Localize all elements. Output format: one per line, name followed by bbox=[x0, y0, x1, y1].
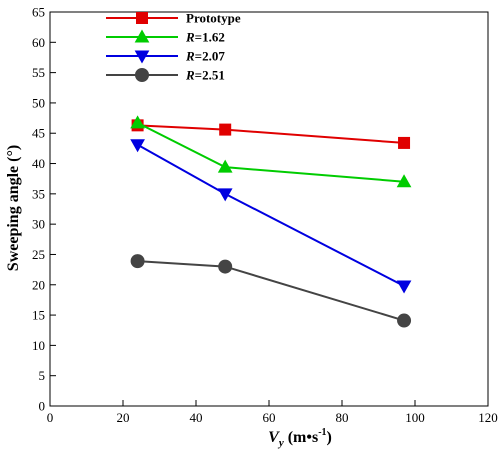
y-tick-label: 55 bbox=[32, 65, 45, 80]
x-tick-label: 0 bbox=[47, 410, 54, 425]
x-axis-title-subscript: y bbox=[277, 437, 284, 449]
axes: 0 20 40 60 80 100 120 0 5 10 15 20 25 30 35 40 45 50 55 60 6… bbox=[32, 5, 498, 426]
data-point bbox=[397, 313, 412, 328]
series-line bbox=[137, 143, 405, 287]
legend-entry: Prototype bbox=[106, 11, 241, 26]
data-point bbox=[396, 280, 412, 294]
series-line bbox=[137, 122, 405, 183]
legend-entry: R=1.62 bbox=[106, 29, 225, 45]
data-point bbox=[218, 259, 233, 274]
x-tick-label: 120 bbox=[478, 410, 498, 425]
legend-label-symbol: R bbox=[185, 30, 195, 45]
data-point bbox=[130, 254, 145, 269]
data-point bbox=[398, 136, 411, 149]
legend-label-symbol: R bbox=[185, 68, 195, 83]
data-point bbox=[217, 188, 233, 202]
legend-marker bbox=[134, 50, 150, 64]
y-tick-label: 50 bbox=[32, 95, 45, 110]
series-4 bbox=[130, 254, 412, 328]
legend-label: R=2.07 bbox=[185, 49, 225, 64]
y-tick-label: 40 bbox=[32, 156, 45, 171]
x-tick-label: 100 bbox=[405, 410, 425, 425]
legend-marker bbox=[135, 68, 149, 82]
data-point bbox=[396, 174, 412, 188]
series-line bbox=[137, 260, 405, 322]
x-tick-label: 60 bbox=[263, 410, 276, 425]
y-tick-label: 45 bbox=[32, 126, 45, 141]
data-point bbox=[130, 115, 145, 129]
x-tick-label: 40 bbox=[190, 410, 203, 425]
y-tick-label: 0 bbox=[39, 399, 46, 414]
data-point bbox=[217, 159, 233, 173]
legend-label-text: =1.62 bbox=[195, 30, 225, 45]
x-axis-title: Vy (m•s-1) bbox=[268, 427, 332, 449]
series-1 bbox=[131, 119, 411, 149]
legend-label: R=1.62 bbox=[185, 30, 225, 45]
plot-frame bbox=[49, 11, 489, 407]
y-tick-label: 60 bbox=[32, 35, 45, 50]
series-line bbox=[137, 124, 405, 144]
y-tick-label: 5 bbox=[39, 368, 46, 383]
y-tick-label: 35 bbox=[32, 186, 45, 201]
x-tick-label: 80 bbox=[336, 410, 349, 425]
legend-label-text: Prototype bbox=[186, 11, 241, 26]
y-tick-label: 25 bbox=[32, 247, 45, 262]
y-tick-label: 30 bbox=[32, 217, 45, 232]
data-point bbox=[130, 139, 145, 153]
y-tick-label: 20 bbox=[32, 277, 45, 292]
y-axis-title: Sweeping angle (°) bbox=[5, 145, 22, 271]
series-2 bbox=[130, 115, 412, 188]
x-tick-label: 20 bbox=[117, 410, 130, 425]
x-axis-title-unit-exponent: -1 bbox=[318, 427, 326, 438]
y-tick-label: 65 bbox=[32, 5, 45, 20]
legend-label-symbol: R bbox=[185, 49, 195, 64]
legend-marker bbox=[134, 29, 150, 43]
legend-label-text: =2.51 bbox=[195, 68, 225, 83]
legend-label: R=2.51 bbox=[185, 68, 225, 83]
legend-label: Prototype bbox=[186, 11, 241, 26]
legend-label-text: =2.07 bbox=[195, 49, 226, 64]
y-tick-label: 15 bbox=[32, 308, 45, 323]
legend-marker bbox=[136, 12, 148, 24]
series-layer bbox=[130, 115, 412, 328]
y-tick-label: 10 bbox=[32, 338, 45, 353]
series-3 bbox=[130, 139, 412, 294]
x-axis-title-symbol: V bbox=[268, 429, 280, 446]
legend-entry: R=2.51 bbox=[106, 68, 225, 83]
legend-entry: R=2.07 bbox=[106, 49, 225, 64]
x-axis-title-unit: (m•s bbox=[284, 429, 318, 446]
plot-area bbox=[49, 11, 489, 407]
data-point bbox=[219, 123, 232, 136]
x-axis-title-unit-close: ) bbox=[327, 429, 332, 446]
